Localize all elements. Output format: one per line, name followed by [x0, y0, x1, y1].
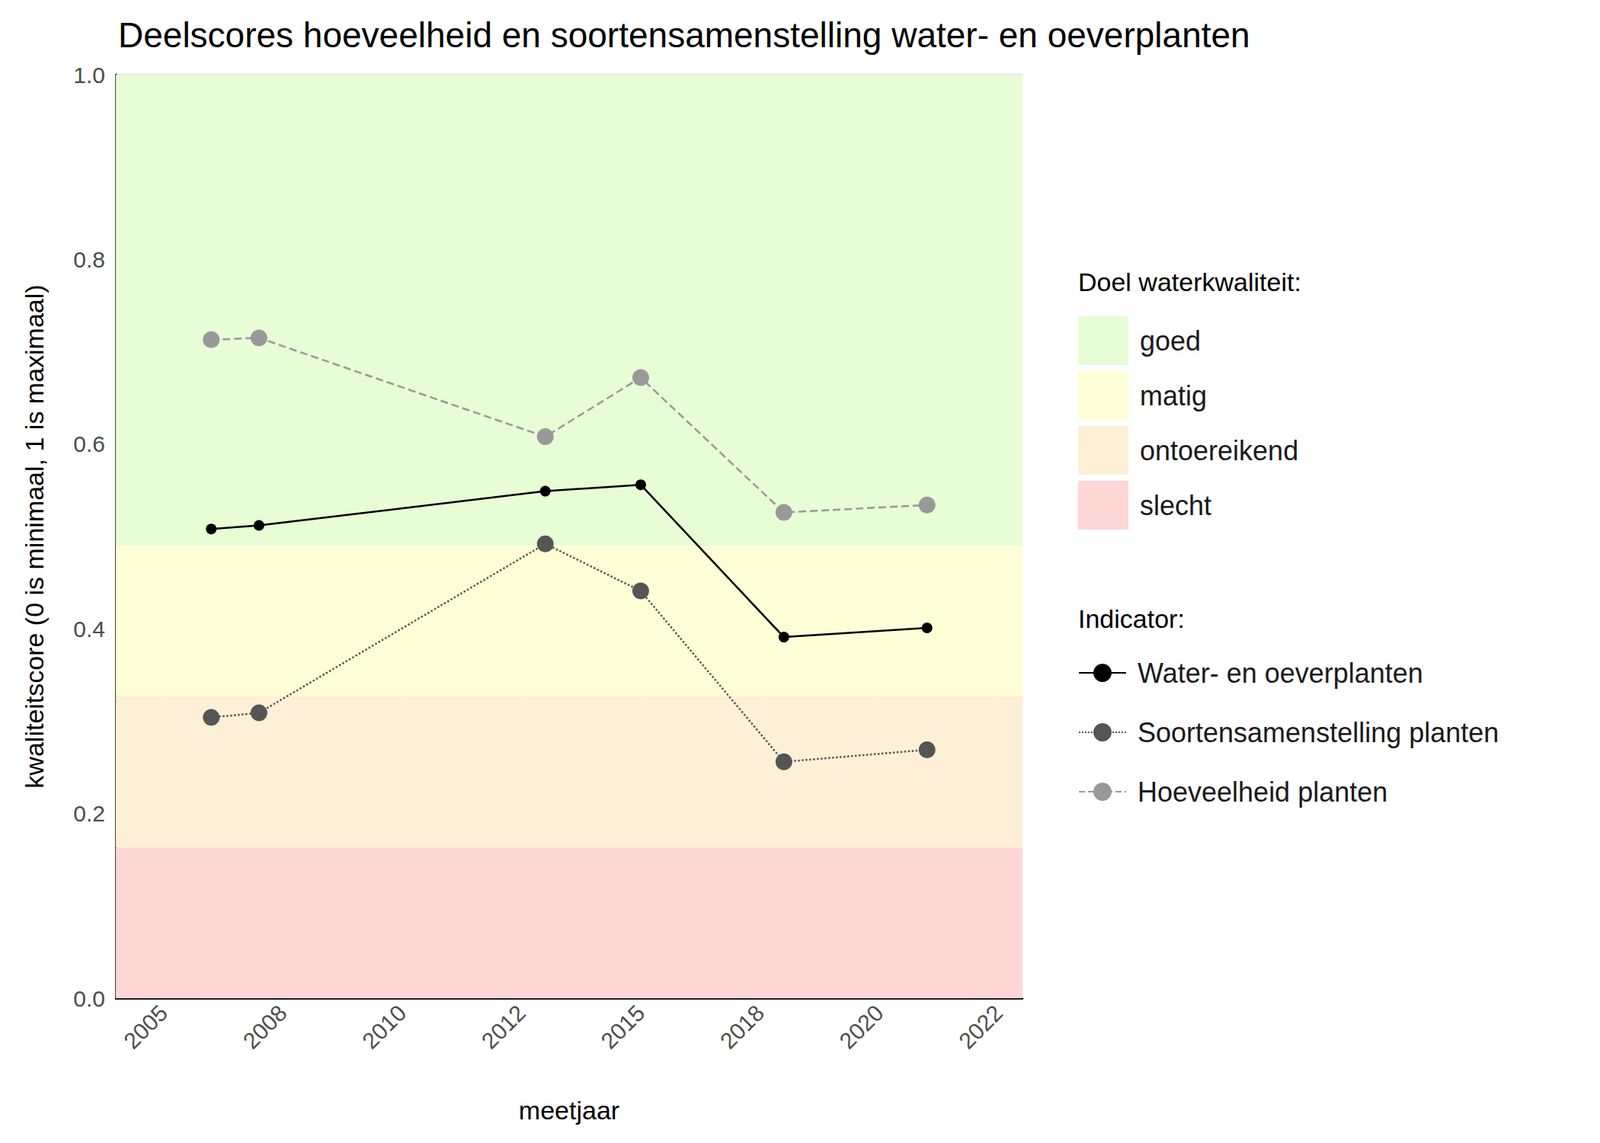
svg-text:2018: 2018	[715, 999, 770, 1054]
svg-text:2022: 2022	[953, 999, 1008, 1054]
svg-text:Indicator:: Indicator:	[1078, 604, 1185, 634]
svg-text:Deelscores hoeveelheid en soor: Deelscores hoeveelheid en soortensamenst…	[118, 15, 1251, 55]
svg-text:2008: 2008	[237, 999, 292, 1054]
svg-text:1.0: 1.0	[73, 62, 106, 88]
svg-text:Soortensamenstelling planten: Soortensamenstelling planten	[1137, 716, 1499, 749]
svg-text:Doel waterkwaliteit:: Doel waterkwaliteit:	[1078, 267, 1302, 297]
svg-text:2020: 2020	[834, 999, 889, 1054]
svg-text:0.4: 0.4	[73, 616, 106, 642]
svg-text:2012: 2012	[476, 999, 532, 1054]
svg-text:ontoereikend: ontoereikend	[1139, 435, 1299, 467]
svg-text:2015: 2015	[595, 999, 650, 1054]
svg-text:kwaliteitscore (0 is minimaal,: kwaliteitscore (0 is minimaal, 1 is maxi…	[19, 284, 49, 788]
svg-text:meetjaar: meetjaar	[518, 1095, 620, 1125]
svg-text:2005: 2005	[118, 999, 173, 1054]
svg-text:2010: 2010	[357, 999, 412, 1054]
svg-text:0.0: 0.0	[73, 985, 106, 1012]
svg-text:0.8: 0.8	[73, 246, 106, 272]
svg-text:Hoeveelheid planten: Hoeveelheid planten	[1137, 776, 1388, 808]
svg-text:Water- en oeverplanten: Water- en oeverplanten	[1137, 657, 1424, 689]
svg-text:0.2: 0.2	[73, 800, 106, 826]
svg-text:matig: matig	[1139, 380, 1207, 412]
svg-text:goed: goed	[1139, 325, 1201, 357]
svg-text:0.6: 0.6	[73, 431, 106, 457]
svg-text:slecht: slecht	[1139, 489, 1212, 522]
